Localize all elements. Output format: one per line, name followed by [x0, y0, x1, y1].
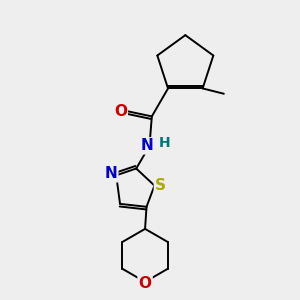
Text: S: S: [155, 178, 166, 193]
Text: O: O: [139, 276, 152, 291]
Text: H: H: [159, 136, 171, 151]
Text: N: N: [104, 166, 117, 181]
Text: N: N: [141, 138, 154, 153]
Text: O: O: [114, 103, 127, 118]
